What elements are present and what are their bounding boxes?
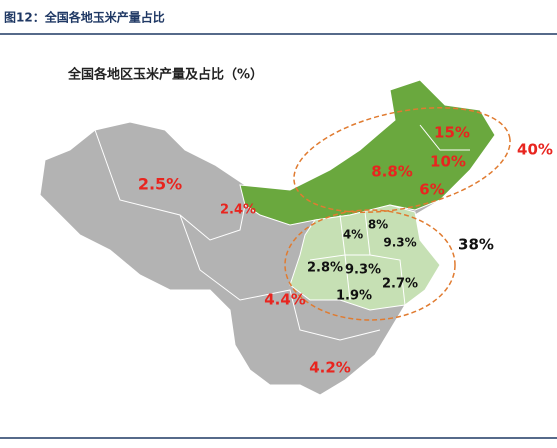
share-label: 2.8%: [307, 261, 343, 276]
share-label: 4.4%: [264, 291, 306, 309]
share-label: 2.7%: [382, 277, 418, 292]
share-label: 2.5%: [138, 175, 182, 194]
central-ellipse: [284, 209, 456, 321]
map-title: 全国各地区玉米产量及占比（%）: [67, 67, 263, 83]
share-label: 2.4%: [220, 203, 256, 218]
share-label: 4.2%: [309, 359, 351, 377]
province-borders: [369, 254, 406, 306]
share-label: 1.9%: [336, 289, 372, 304]
labels: 2.5%2.4%4.4%4.2%15%8.8%10%6%40%8%4%9.3%2…: [138, 124, 553, 377]
share-label: 40%: [517, 141, 553, 159]
share-label: 8%: [368, 218, 388, 232]
province-borders: [419, 124, 470, 151]
share-label: 9.3%: [345, 263, 381, 278]
share-label: 9.3%: [383, 236, 416, 250]
province-borders: [94, 129, 246, 241]
share-label: 38%: [458, 236, 494, 254]
share-label: 4%: [343, 228, 363, 242]
province-borders: [344, 211, 371, 301]
share-label: 6%: [419, 181, 444, 199]
north-ellipse: [293, 107, 511, 213]
share-label: 8.8%: [371, 163, 413, 181]
province-borders: [179, 214, 381, 341]
share-label: 15%: [434, 124, 470, 142]
header-title: 图12：全国各地玉米产量占比: [4, 10, 165, 25]
share-label: 10%: [430, 153, 466, 171]
north-region: [239, 79, 496, 226]
